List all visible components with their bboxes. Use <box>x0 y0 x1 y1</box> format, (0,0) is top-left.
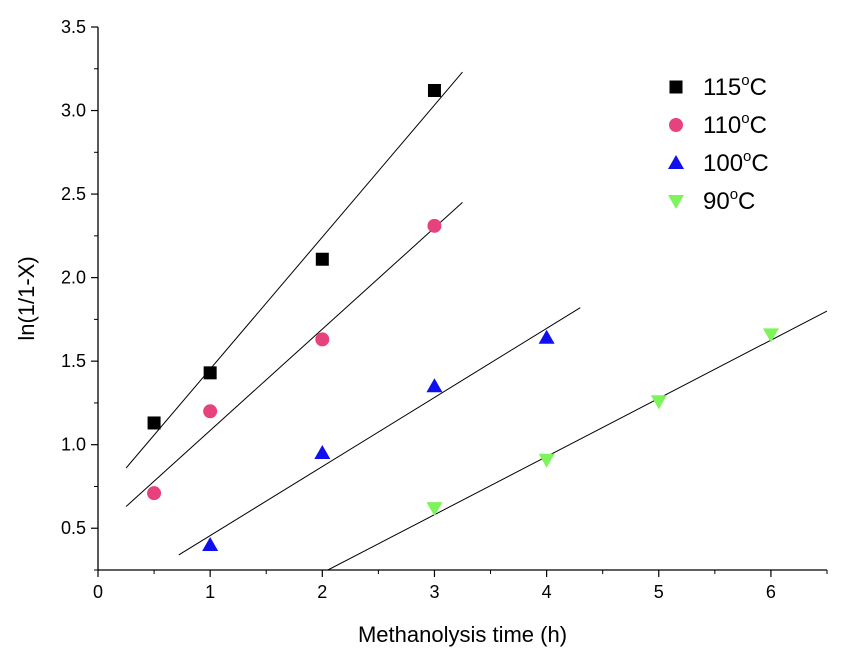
legend-label: 100oC <box>703 148 769 177</box>
data-point <box>202 536 219 551</box>
fit-line <box>125 202 463 507</box>
y-axis-title: ln(1/1-X) <box>14 256 39 340</box>
y-tick-label: 0.5 <box>61 518 86 538</box>
x-tick-label: 5 <box>654 582 664 602</box>
data-point <box>538 453 555 468</box>
data-point <box>314 445 331 460</box>
data-point <box>147 486 162 501</box>
fit-line <box>327 310 827 570</box>
x-tick-label: 4 <box>542 582 552 602</box>
data-point <box>538 329 555 344</box>
y-tick-label: 3.5 <box>61 17 86 37</box>
legend-marker <box>669 118 683 132</box>
x-tick-label: 2 <box>317 582 327 602</box>
y-tick-label: 1.0 <box>61 435 86 455</box>
data-point <box>426 502 443 517</box>
legend-label: 110oC <box>703 110 767 139</box>
y-tick-label: 2.0 <box>61 268 86 288</box>
legend-marker <box>669 80 683 94</box>
data-point <box>203 366 217 380</box>
legend: 115oC 110oC 100oC 90oC <box>668 72 769 215</box>
x-tick-label: 1 <box>205 582 215 602</box>
legend-marker <box>668 195 684 209</box>
data-point <box>427 83 441 97</box>
plot-frame <box>97 27 827 571</box>
fit-lines <box>125 71 827 570</box>
legend-label: 115oC <box>703 72 767 101</box>
y-tick-label: 3.0 <box>61 101 86 121</box>
y-tick-label: 2.5 <box>61 184 86 204</box>
legend-label: 90oC <box>703 186 755 215</box>
legend-marker <box>668 155 684 169</box>
data-point <box>315 332 330 347</box>
data-point <box>650 395 667 410</box>
x-tick-label: 3 <box>429 582 439 602</box>
fit-line <box>125 71 463 469</box>
data-point <box>203 404 218 419</box>
fit-line <box>178 307 581 556</box>
data-point <box>762 328 779 343</box>
data-markers <box>147 83 779 551</box>
data-point <box>315 252 329 266</box>
data-point <box>426 378 443 393</box>
y-tick-label: 1.5 <box>61 351 86 371</box>
x-axis-ticks: 0 1 2 3 4 5 6 <box>93 570 828 602</box>
x-tick-label: 6 <box>766 582 776 602</box>
data-point <box>147 416 161 430</box>
x-tick-label: 0 <box>93 582 103 602</box>
y-axis-ticks: 0.5 1.0 1.5 2.0 2.5 3.0 3.5 <box>61 17 98 571</box>
x-axis-title: Methanolysis time (h) <box>358 622 567 647</box>
data-point <box>427 218 442 233</box>
